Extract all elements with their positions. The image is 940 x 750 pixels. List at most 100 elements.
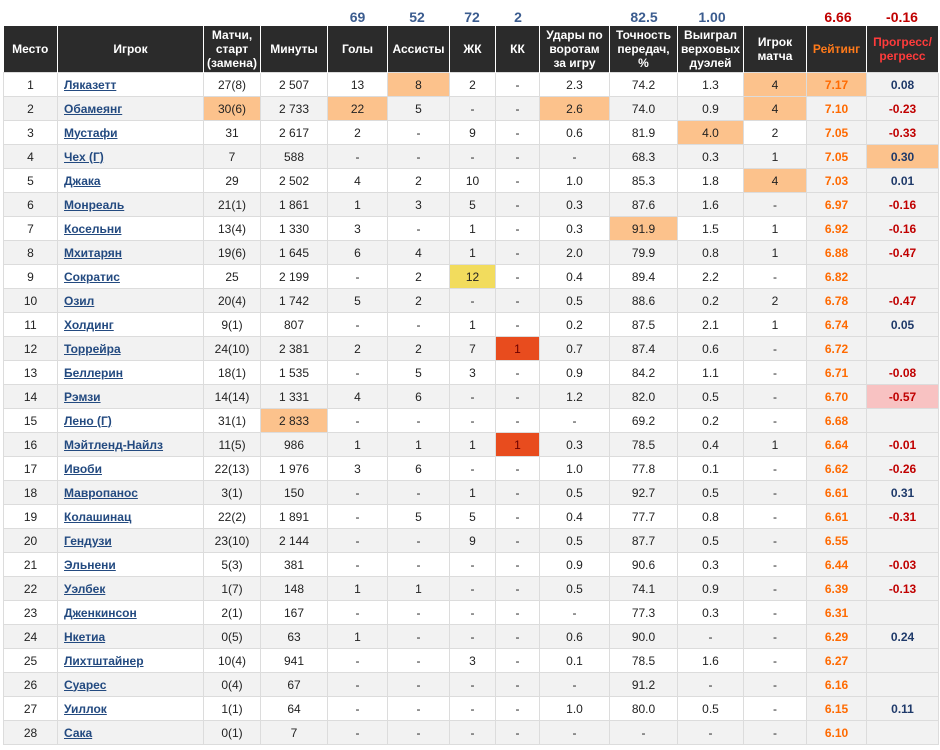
cell-pass-accuracy: 77.3: [609, 600, 678, 625]
cell-aerials: 0.2: [677, 288, 744, 313]
player-link[interactable]: Мхитарян: [64, 245, 123, 260]
cell-assists: -: [387, 672, 450, 697]
player-link[interactable]: Лихтштайнер: [64, 653, 144, 668]
cell-apps: 1(7): [203, 576, 261, 601]
cell-place: 23: [3, 600, 58, 625]
player-link[interactable]: Мавропанос: [64, 485, 138, 500]
cell-pass-accuracy: 68.3: [609, 144, 678, 169]
cell-place: 15: [3, 408, 58, 433]
cell-rating: 7.05: [806, 144, 867, 169]
header-apps[interactable]: Матчи, старт (замена): [203, 26, 261, 73]
cell-progress: -0.01: [866, 432, 939, 457]
cell-red-cards: 1: [495, 432, 540, 457]
cell-assists: 5: [387, 504, 450, 529]
cell-place: 5: [3, 168, 58, 193]
cell-apps: 25: [203, 264, 261, 289]
cell-yellow-cards: 1: [449, 312, 496, 337]
cell-player: Мхитарян: [57, 240, 204, 265]
cell-goals: -: [327, 600, 388, 625]
header-place[interactable]: Место: [3, 26, 58, 73]
cell-assists: -: [387, 696, 450, 721]
player-stats-table: Место Игрок Матчи, старт (замена) Минуты…: [3, 26, 939, 745]
cell-goals: -: [327, 696, 388, 721]
player-link[interactable]: Беллерин: [64, 365, 124, 380]
cell-player: Мэйтленд-Найлз: [57, 432, 204, 457]
cell-progress: 0.11: [866, 696, 939, 721]
player-link[interactable]: Лено (Г): [64, 413, 112, 428]
header-shots[interactable]: Удары по воротам за игру: [539, 26, 610, 73]
player-link[interactable]: Холдинг: [64, 317, 114, 332]
player-link[interactable]: Суарес: [64, 677, 107, 692]
player-link[interactable]: Ляказетт: [64, 77, 117, 92]
cell-pass-accuracy: 74.2: [609, 72, 678, 97]
player-link[interactable]: Гендузи: [64, 533, 112, 548]
player-link[interactable]: Озил: [64, 293, 95, 308]
cell-red-cards: -: [495, 312, 540, 337]
cell-player: Косельни: [57, 216, 204, 241]
player-link[interactable]: Мэйтленд-Найлз: [64, 437, 164, 452]
cell-shots: 0.9: [539, 360, 610, 385]
header-goals[interactable]: Голы: [327, 26, 388, 73]
player-link[interactable]: Эльнени: [64, 557, 116, 572]
player-link[interactable]: Косельни: [64, 221, 122, 236]
header-player[interactable]: Игрок: [57, 26, 204, 73]
cell-place: 1: [3, 72, 58, 97]
cell-rating: 6.61: [806, 480, 867, 505]
player-link[interactable]: Уиллок: [64, 701, 107, 716]
player-link[interactable]: Монреаль: [64, 197, 125, 212]
cell-red-cards: -: [495, 168, 540, 193]
cell-aerials: 4.0: [677, 120, 744, 145]
table-row: 13 Беллерин 18(1) 1 535-5 3-0.9 84.2 1.1-6.71-…: [3, 360, 939, 385]
cell-motm: -: [743, 336, 807, 361]
header-red-cards[interactable]: КК: [495, 26, 540, 73]
cell-red-cards: -: [495, 600, 540, 625]
cell-minutes: 64: [260, 696, 328, 721]
cell-apps: 5(3): [203, 552, 261, 577]
player-link[interactable]: Ивоби: [64, 461, 102, 476]
cell-pass-accuracy: 78.5: [609, 648, 678, 673]
cell-progress: 0.01: [866, 168, 939, 193]
header-yellow-cards[interactable]: ЖК: [449, 26, 496, 73]
cell-apps: 22(13): [203, 456, 261, 481]
player-link[interactable]: Мустафи: [64, 125, 118, 140]
player-link[interactable]: Торрейра: [64, 341, 121, 356]
header-minutes[interactable]: Минуты: [260, 26, 328, 73]
header-motm[interactable]: Игрок матча: [743, 26, 807, 73]
cell-place: 16: [3, 432, 58, 457]
cell-motm: 4: [743, 96, 807, 121]
cell-minutes: 1 645: [260, 240, 328, 265]
player-link[interactable]: Чех (Г): [64, 149, 104, 164]
cell-red-cards: -: [495, 264, 540, 289]
cell-pass-accuracy: 77.7: [609, 504, 678, 529]
cell-red-cards: -: [495, 144, 540, 169]
cell-rating: 6.68: [806, 408, 867, 433]
player-link[interactable]: Дженкинсон: [64, 605, 137, 620]
player-link[interactable]: Джака: [64, 173, 101, 188]
cell-red-cards: -: [495, 288, 540, 313]
player-link[interactable]: Сократис: [64, 269, 120, 284]
player-link[interactable]: Колашинац: [64, 509, 132, 524]
header-pass-accuracy[interactable]: Точность передач, %: [609, 26, 678, 73]
header-rating[interactable]: Рейтинг: [806, 26, 867, 73]
header-aerials[interactable]: Выиграл верховых дуэлей: [677, 26, 744, 73]
player-link[interactable]: Сака: [64, 725, 93, 740]
player-link[interactable]: Обамеянг: [64, 101, 123, 116]
cell-place: 18: [3, 480, 58, 505]
player-link[interactable]: Нкетиа: [64, 629, 106, 644]
cell-goals: 22: [327, 96, 388, 121]
cell-apps: 2(1): [203, 600, 261, 625]
cell-player: Обамеянг: [57, 96, 204, 121]
cell-aerials: 0.9: [677, 96, 744, 121]
cell-pass-accuracy: 77.8: [609, 456, 678, 481]
cell-minutes: 2 733: [260, 96, 328, 121]
cell-place: 8: [3, 240, 58, 265]
header-progress[interactable]: Прогресс/ регресс: [866, 26, 939, 73]
cell-rating: 6.29: [806, 624, 867, 649]
cell-goals: 2: [327, 120, 388, 145]
player-link[interactable]: Уэлбек: [64, 581, 106, 596]
player-link[interactable]: Рэмзи: [64, 389, 101, 404]
cell-apps: 24(10): [203, 336, 261, 361]
header-assists[interactable]: Ассисты: [387, 26, 450, 73]
cell-assists: -: [387, 144, 450, 169]
cell-player: Ляказетт: [57, 72, 204, 97]
